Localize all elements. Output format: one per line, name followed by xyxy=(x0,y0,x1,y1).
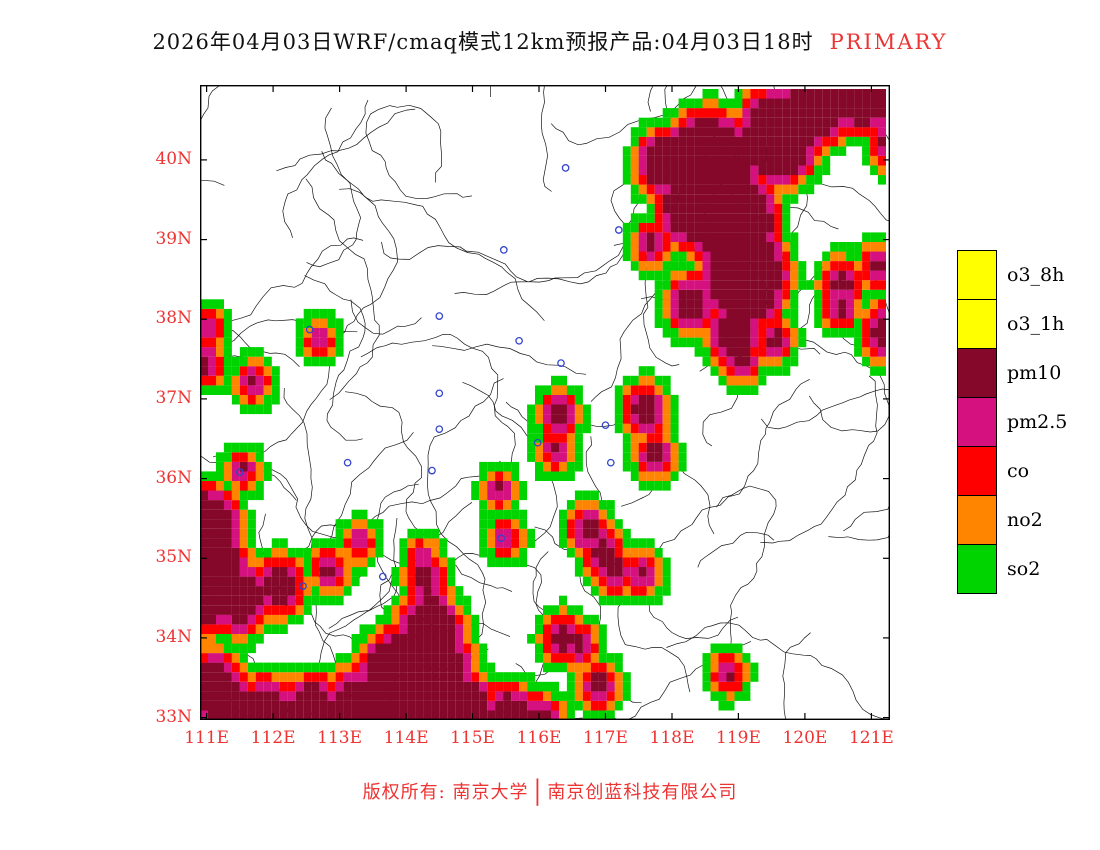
lon-tick-label: 114E xyxy=(383,728,429,748)
legend-item-pm10: pm10 xyxy=(957,348,1067,398)
lon-tick-label: 120E xyxy=(782,728,828,748)
lon-tick-label: 111E xyxy=(184,728,230,748)
page-title: 2026年04月03日WRF/cmaq模式12km预报产品:04月03日18时 P… xyxy=(0,26,1100,56)
lat-tick-label: 33N xyxy=(155,706,192,727)
footer-right: 南京创蓝科技有限公司 xyxy=(547,782,738,803)
legend-swatch-pm10 xyxy=(957,348,997,398)
lon-tick-label: 112E xyxy=(250,728,296,748)
title-text: 2026年04月03日WRF/cmaq模式12km预报产品:04月03日18时 xyxy=(152,30,814,54)
station-marker xyxy=(435,425,444,434)
station-marker xyxy=(601,421,610,430)
lat-tick-label: 35N xyxy=(155,547,192,568)
station-marker xyxy=(499,246,508,254)
legend-swatch-pm2.5 xyxy=(957,397,997,447)
lat-tick-label: 34N xyxy=(155,626,192,647)
copyright-footer: 版权所有: 南京大学│ 南京创蓝科技有限公司 xyxy=(0,778,1100,806)
legend-item-o3_1h: o3_1h xyxy=(957,299,1067,349)
legend-swatch-so2 xyxy=(957,544,997,594)
lat-tick-label: 36N xyxy=(155,467,192,488)
forecast-map xyxy=(199,84,891,721)
legend-item-so2: so2 xyxy=(957,544,1067,594)
lon-tick-label: 118E xyxy=(649,728,695,748)
station-marker xyxy=(606,458,615,467)
legend-label: no2 xyxy=(1007,509,1043,531)
station-marker xyxy=(497,534,505,543)
lon-tick-label: 121E xyxy=(848,728,894,748)
legend-label: pm2.5 xyxy=(1007,411,1068,433)
lon-tick-label: 117E xyxy=(583,728,628,748)
station-marker xyxy=(305,325,314,334)
title-highlight: PRIMARY xyxy=(829,30,948,54)
map-frame xyxy=(199,84,891,721)
lon-tick-label: 115E xyxy=(450,728,495,748)
station-marker xyxy=(236,468,244,477)
station-marker xyxy=(299,582,307,590)
lat-tick-label: 38N xyxy=(155,308,192,329)
station-marker xyxy=(614,226,623,234)
legend-label: o3_8h xyxy=(1007,264,1065,286)
footer-left: 版权所有: 南京大学 xyxy=(362,782,529,803)
legend-swatch-o3_8h xyxy=(957,250,997,300)
lon-tick-label: 116E xyxy=(516,728,562,748)
station-marker xyxy=(435,389,444,398)
station-marker xyxy=(378,572,387,581)
legend-swatch-o3_1h xyxy=(957,299,997,349)
legend-item-co: co xyxy=(957,446,1067,496)
legend-swatch-co xyxy=(957,446,997,496)
lat-tick-label: 37N xyxy=(155,387,192,408)
lon-tick-label: 119E xyxy=(716,728,761,748)
legend-label: co xyxy=(1007,460,1030,482)
station-marker xyxy=(561,164,570,172)
station-marker xyxy=(428,466,436,475)
footer-separator: │ xyxy=(530,780,546,806)
lon-tick-label: 113E xyxy=(317,728,363,748)
station-marker xyxy=(533,438,542,447)
legend-label: o3_1h xyxy=(1007,313,1065,335)
station-marker xyxy=(435,312,444,320)
legend-swatch-no2 xyxy=(957,495,997,545)
legend-label: pm10 xyxy=(1007,362,1062,384)
legend-label: so2 xyxy=(1007,558,1041,580)
lat-tick-label: 39N xyxy=(155,228,192,249)
lat-tick-label: 40N xyxy=(155,148,192,169)
legend: o3_8h o3_1h pm10 pm2.5 co no2 so2 xyxy=(957,250,1067,594)
legend-item-pm2.5: pm2.5 xyxy=(957,397,1067,447)
station-marker xyxy=(343,458,352,467)
station-marker xyxy=(515,336,523,345)
legend-item-o3_8h: o3_8h xyxy=(957,250,1067,300)
legend-item-no2: no2 xyxy=(957,495,1067,545)
station-marker xyxy=(557,359,565,367)
